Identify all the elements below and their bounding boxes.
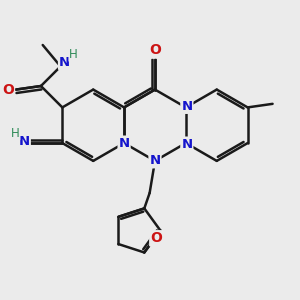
- Text: O: O: [150, 231, 162, 245]
- Text: N: N: [118, 136, 130, 150]
- Text: N: N: [181, 100, 192, 113]
- Text: O: O: [149, 43, 161, 57]
- Text: N: N: [59, 56, 70, 69]
- Text: N: N: [181, 138, 192, 151]
- Text: O: O: [2, 82, 14, 97]
- Text: N: N: [149, 154, 161, 167]
- Text: O: O: [150, 231, 162, 245]
- Text: H: H: [11, 127, 20, 140]
- Text: H: H: [69, 48, 78, 61]
- Text: N: N: [19, 135, 30, 148]
- Text: O: O: [149, 43, 161, 57]
